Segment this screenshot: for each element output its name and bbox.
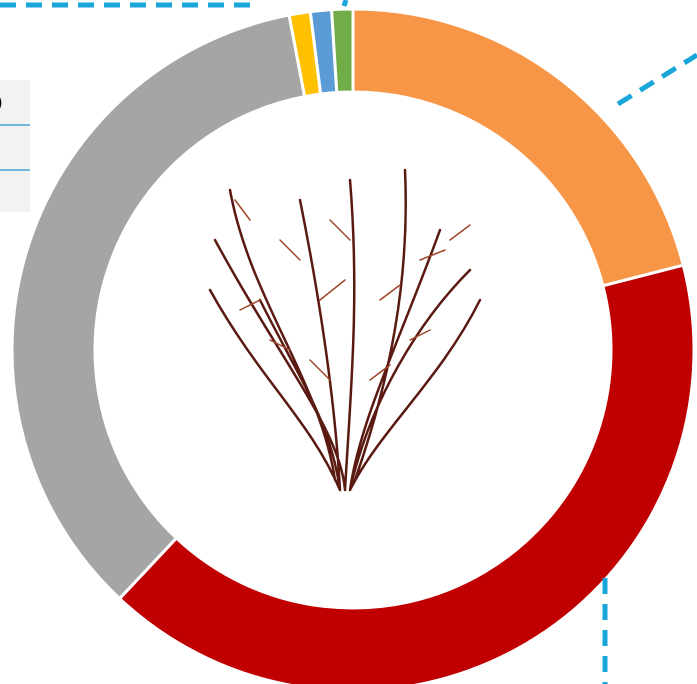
leader-line bbox=[341, 0, 349, 7]
center-image bbox=[208, 168, 482, 492]
donut bbox=[10, 7, 696, 684]
donut-segment bbox=[351, 7, 686, 288]
donut-segment bbox=[117, 263, 696, 684]
leader-line bbox=[616, 52, 697, 107]
table-cell bbox=[0, 80, 30, 212]
donut-segment bbox=[10, 13, 307, 601]
donut-segment bbox=[329, 7, 355, 95]
table-text: ) bbox=[0, 94, 2, 111]
table-fragment: ) bbox=[0, 80, 30, 212]
